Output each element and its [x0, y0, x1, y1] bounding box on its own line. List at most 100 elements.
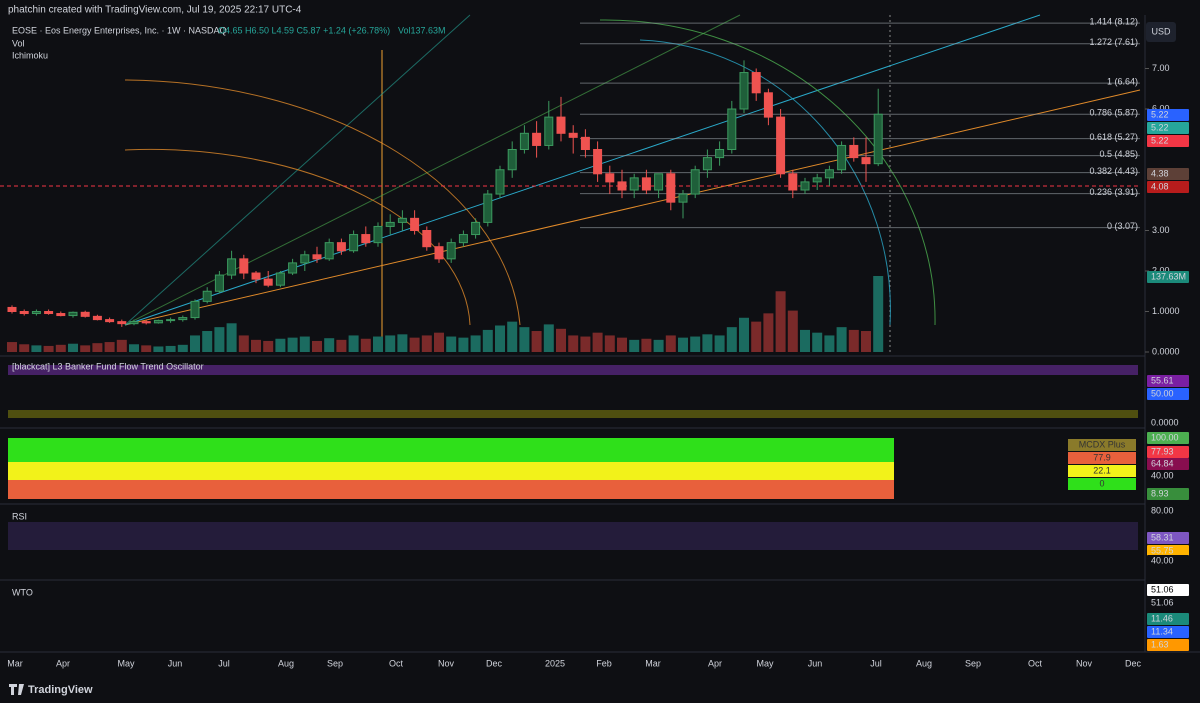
time-label: Sep	[327, 658, 343, 668]
price-badge-label: 100.00	[1151, 432, 1179, 442]
volume-bar	[238, 335, 249, 352]
volume-bar	[263, 340, 274, 352]
time-label: May	[117, 658, 135, 668]
candle-body	[227, 258, 237, 276]
candle-body	[666, 173, 676, 203]
ichimoku-label: Ichimoku	[12, 50, 48, 60]
candle-body	[105, 319, 115, 323]
candle-body	[641, 177, 651, 191]
price-badge	[1147, 181, 1189, 193]
fib-label: 0.618 (5.27)	[1089, 132, 1138, 142]
time-label: Aug	[278, 658, 294, 668]
candle-body	[44, 311, 54, 315]
volume-bar	[446, 336, 457, 352]
volume-bar	[873, 276, 884, 352]
mcdx-legend-label: 0	[1099, 478, 1104, 488]
time-label: Jun	[168, 658, 183, 668]
price-axis-label: 3.00	[1152, 225, 1170, 235]
candle-body	[629, 177, 639, 191]
volume-bar	[824, 335, 835, 352]
volume-bar	[470, 335, 481, 352]
candle-body	[788, 173, 798, 191]
candle-body	[19, 311, 29, 315]
candle-body	[849, 144, 859, 159]
time-label: May	[756, 658, 774, 668]
volume-bar	[617, 337, 627, 352]
volume-bar	[104, 342, 115, 352]
volume-bar	[80, 345, 91, 352]
candle-body	[824, 169, 834, 179]
candle-body	[507, 149, 517, 171]
volume-bar	[678, 337, 688, 352]
volume-bar	[861, 331, 871, 352]
time-label: Nov	[438, 658, 455, 668]
price-badge	[1147, 545, 1189, 557]
volume-bar	[324, 338, 335, 352]
currency-button[interactable]	[1146, 22, 1176, 42]
candle-body	[178, 317, 188, 321]
candle-body	[92, 315, 102, 321]
volume-bar	[312, 340, 322, 352]
volume-value: Vol137.63M	[398, 25, 446, 35]
price-badge	[1147, 135, 1189, 147]
mcdx-legend-label: 22.1	[1093, 465, 1111, 475]
arc	[124, 148, 471, 326]
candle-body	[202, 290, 212, 302]
price-badge-label: 80.00	[1151, 505, 1174, 515]
time-label: Dec	[1125, 658, 1142, 668]
candle-body	[361, 234, 371, 244]
fib-label: 1.414 (8.12)	[1089, 17, 1138, 27]
candle-body	[385, 221, 395, 227]
price-badge	[1147, 432, 1189, 444]
candle-body	[519, 132, 529, 151]
volume-bar	[604, 335, 615, 352]
volume-bar	[165, 345, 176, 352]
price-badge	[1147, 639, 1189, 651]
candle-body	[275, 272, 285, 286]
price-axis-label: 2.00	[1152, 265, 1170, 275]
arc	[599, 19, 936, 326]
candle-body	[373, 225, 383, 244]
price-badge	[1147, 446, 1189, 458]
price-badge-label: 137.63M	[1151, 271, 1186, 281]
time-label: Jul	[870, 658, 882, 668]
candle-body	[751, 72, 761, 94]
candle-body	[410, 217, 420, 232]
time-label: Oct	[389, 658, 404, 668]
candle-body	[471, 221, 481, 236]
currency[interactable]: USD	[1151, 26, 1171, 36]
time-label: Apr	[56, 658, 70, 668]
volume-bar	[190, 335, 200, 352]
price-badge-label: 5.22	[1151, 135, 1169, 145]
candle-body	[349, 234, 359, 252]
candle-body	[739, 72, 749, 110]
volume-bar	[373, 336, 383, 352]
price-badge	[1147, 597, 1189, 609]
candle-body	[422, 230, 432, 248]
mcdx-legend-label: MCDX Plus	[1079, 439, 1126, 449]
price-badge-label: 8.93	[1151, 488, 1169, 498]
fib-label: 0.382 (4.43)	[1089, 166, 1138, 176]
price-badge	[1147, 488, 1189, 500]
candle-body	[397, 217, 407, 223]
volume-bar	[177, 344, 188, 352]
price-badge	[1147, 458, 1189, 470]
volume-bar	[592, 332, 603, 352]
candle-body	[812, 177, 822, 183]
price-badge	[1147, 626, 1189, 638]
time-label: Mar	[645, 658, 661, 668]
volume-bar	[55, 344, 66, 352]
price-badge	[1147, 168, 1189, 180]
volume-bar	[336, 339, 347, 352]
price-badge-label: 5.22	[1151, 122, 1169, 132]
candle-body	[556, 116, 566, 134]
volume-bar	[787, 310, 798, 352]
mcdx-legend-box	[1068, 478, 1136, 490]
price-badge-label: 51.06	[1151, 584, 1174, 594]
price-axis-label: 0.0000	[1152, 346, 1180, 356]
price-badge	[1147, 555, 1189, 567]
price-badge-label: 77.93	[1151, 446, 1174, 456]
candle-body	[214, 274, 224, 292]
